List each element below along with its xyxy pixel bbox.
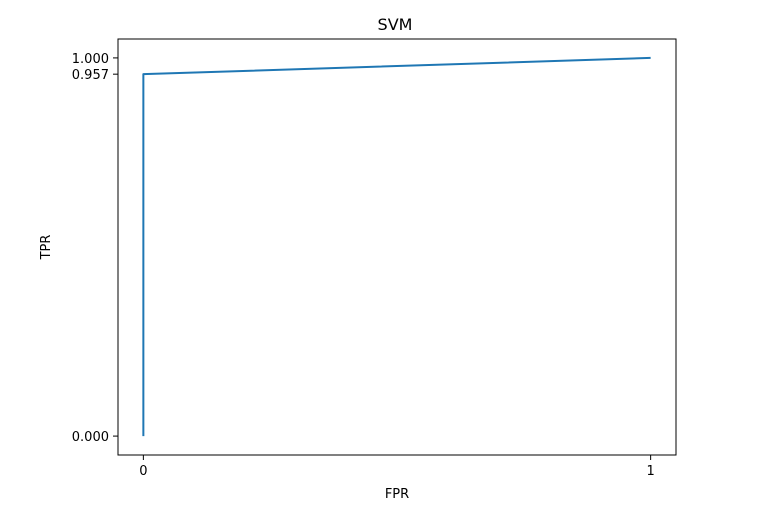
y-tick-label: 1.000 <box>72 52 109 67</box>
y-tick-label: 0.957 <box>72 68 109 83</box>
plot-frame <box>117 38 677 456</box>
y-tick-label: 0.000 <box>72 430 109 445</box>
y-axis-label: TPR <box>39 235 54 261</box>
x-tick-label: 1 <box>646 464 654 479</box>
plot-area <box>142 56 651 437</box>
x-tick-label: 0 <box>139 464 147 479</box>
chart-title: SVM <box>378 15 413 34</box>
x-axis-label: FPR <box>385 487 409 502</box>
roc-curve-line <box>142 56 651 437</box>
